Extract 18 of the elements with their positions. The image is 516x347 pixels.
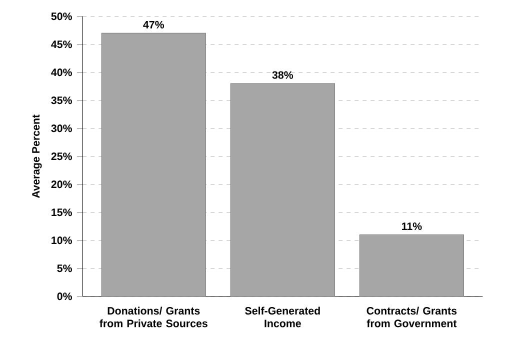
x-tick-label: Self-Generated Income	[245, 306, 320, 328]
y-tick-label: 10%	[52, 236, 72, 244]
y-tick-label: 50%	[51, 12, 72, 20]
data-label: 47%	[143, 20, 164, 28]
y-tick-label: 20%	[51, 180, 72, 188]
y-tick-label: 0%	[57, 292, 72, 300]
data-label: 38%	[272, 71, 294, 79]
y-tick-label: 35%	[51, 96, 72, 104]
x-tick-label: Contracts/ Grants from Government	[366, 306, 457, 328]
data-label: 11%	[402, 222, 422, 230]
y-tick-label: 45%	[51, 40, 72, 48]
y-tick-label: 25%	[51, 152, 72, 160]
y-tick-label: 5%	[57, 264, 72, 272]
x-tick-label: Donations/ Grants from Private Sources	[100, 306, 208, 328]
y-tick-label: 30%	[51, 124, 72, 132]
y-tick-label: 15%	[52, 208, 72, 216]
y-axis-title: Average Percent	[32, 114, 42, 198]
y-tick-label: 40%	[51, 68, 72, 76]
